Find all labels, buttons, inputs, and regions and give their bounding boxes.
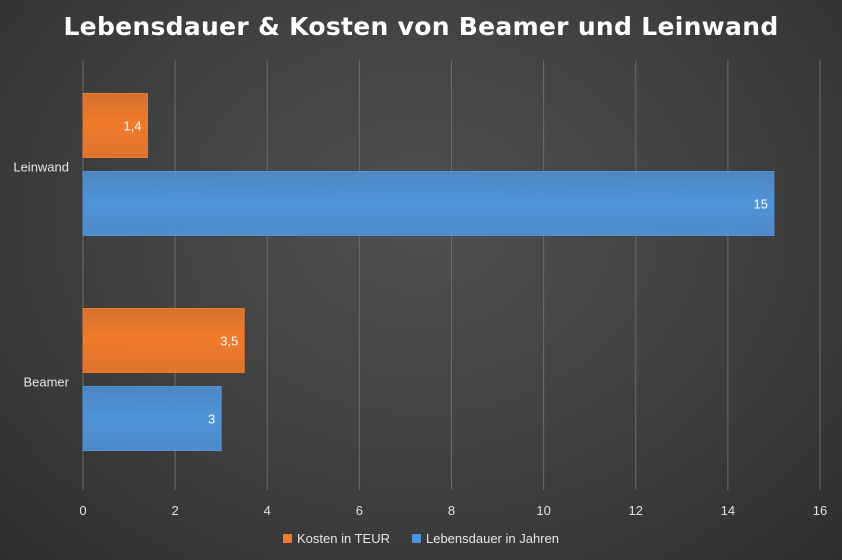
x-tick-label: 6 bbox=[356, 503, 363, 518]
data-label: 15 bbox=[753, 197, 767, 212]
data-label: 3,5 bbox=[220, 334, 238, 349]
bar-kosten-beamer bbox=[82, 308, 245, 373]
y-category-label: Beamer bbox=[23, 375, 69, 390]
chart-title: Lebensdauer & Kosten von Beamer und Lein… bbox=[63, 12, 779, 41]
x-tick-label: 2 bbox=[172, 503, 179, 518]
chart-legend: Kosten in TEUR Lebensdauer in Jahren bbox=[0, 531, 842, 546]
legend-swatch-kosten bbox=[283, 534, 293, 543]
x-tick-label: 8 bbox=[448, 503, 455, 518]
bar-kosten-leinwand bbox=[82, 93, 148, 158]
bar-lebensdauer-leinwand bbox=[82, 171, 775, 236]
x-tick-label: 16 bbox=[813, 503, 827, 518]
data-label: 1,4 bbox=[123, 119, 141, 134]
bar-lebensdauer-beamer bbox=[82, 386, 222, 451]
y-category-label: Leinwand bbox=[13, 160, 69, 175]
x-tick-label: 10 bbox=[536, 503, 550, 518]
legend-swatch-lebensdauer bbox=[411, 534, 421, 543]
legend-item-kosten: Kosten in TEUR bbox=[283, 531, 390, 546]
legend-item-lebensdauer: Lebensdauer in Jahren bbox=[411, 531, 559, 546]
legend-label-lebensdauer: Lebensdauer in Jahren bbox=[425, 531, 559, 546]
data-label: 3 bbox=[208, 412, 215, 427]
x-tick-label: 14 bbox=[721, 503, 735, 518]
x-tick-label: 0 bbox=[79, 503, 86, 518]
x-tick-label: 12 bbox=[629, 503, 643, 518]
legend-label-kosten: Kosten in TEUR bbox=[297, 531, 390, 546]
x-tick-label: 4 bbox=[264, 503, 271, 518]
